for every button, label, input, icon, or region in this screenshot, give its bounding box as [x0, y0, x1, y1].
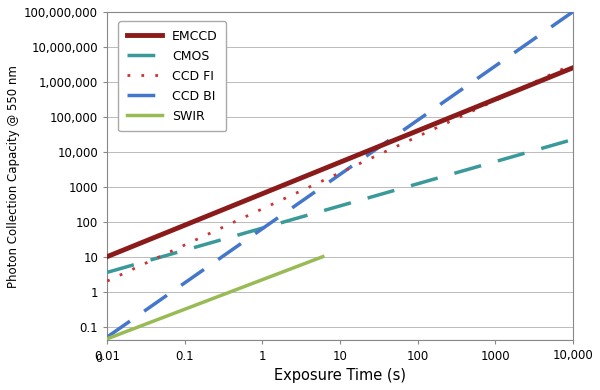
X-axis label: Exposure Time (s): Exposure Time (s) — [274, 368, 406, 383]
Text: 0: 0 — [95, 354, 103, 363]
Legend: EMCCD, CMOS, CCD FI, CCD BI, SWIR: EMCCD, CMOS, CCD FI, CCD BI, SWIR — [118, 21, 226, 131]
Y-axis label: Photon Collection Capacity @ 550 nm: Photon Collection Capacity @ 550 nm — [7, 65, 20, 288]
